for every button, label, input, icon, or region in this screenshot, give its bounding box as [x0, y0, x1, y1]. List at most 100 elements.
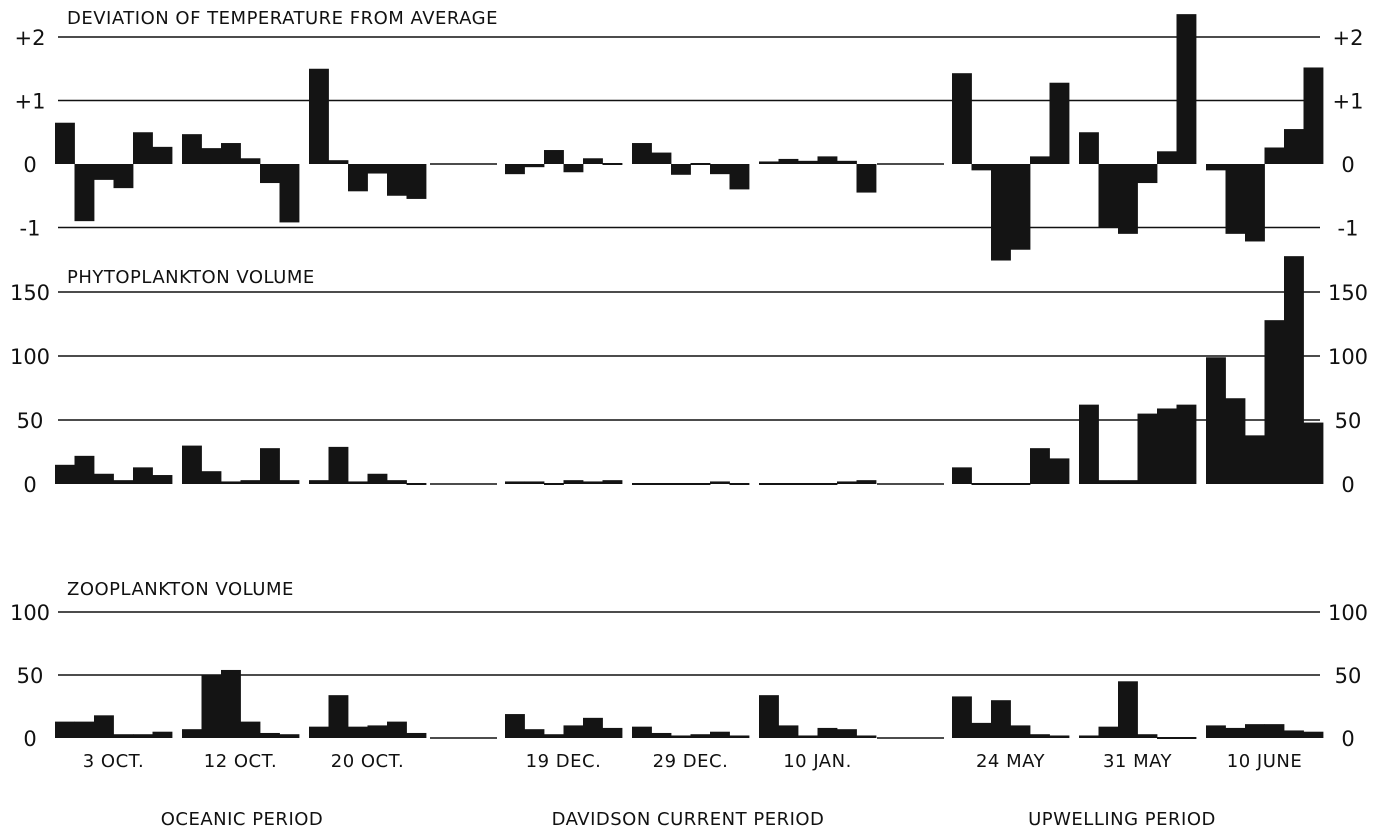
bar — [710, 731, 730, 738]
bar — [651, 483, 672, 485]
bar — [991, 164, 1011, 261]
y-tick-label-left: -1 — [20, 217, 41, 241]
bar — [387, 480, 407, 484]
y-tick-label-left: 150 — [10, 281, 50, 305]
bar — [94, 715, 114, 738]
bar — [1010, 164, 1031, 250]
bar — [1079, 735, 1099, 738]
bar — [1010, 483, 1031, 485]
bar — [1049, 82, 1070, 164]
bar — [1245, 724, 1265, 738]
bar — [309, 480, 329, 484]
bar — [279, 734, 300, 738]
bar — [113, 164, 134, 189]
bar — [113, 480, 134, 484]
bar — [94, 164, 114, 180]
bar — [778, 483, 799, 485]
bar — [583, 717, 603, 738]
bar — [602, 727, 623, 738]
x-date-label: 12 OCT. — [204, 751, 277, 772]
bar — [524, 729, 545, 738]
bar — [152, 731, 173, 738]
bar — [221, 669, 241, 738]
period-label-davidson: DAVIDSON CURRENT PERIOD — [552, 809, 825, 826]
grid-layer — [58, 36, 1320, 739]
bar — [729, 483, 750, 485]
tick-label-layer: +2 +2 +1 +1 0 0 -1 -1 150 150 100 100 50 50 0 0 100 100 50… — [10, 26, 1368, 772]
y-tick-label-left: 0 — [23, 473, 36, 497]
temperature-panel-title: DEVIATION OF TEMPERATURE FROM AVERAGE — [67, 8, 498, 29]
bar — [1264, 147, 1285, 164]
y-tick-label-left: 50 — [17, 409, 44, 433]
bar — [279, 480, 300, 484]
bar — [729, 735, 750, 738]
bar — [387, 721, 407, 738]
bar — [1245, 164, 1265, 242]
bar — [1225, 398, 1246, 484]
bar — [260, 448, 280, 484]
bar — [1303, 422, 1324, 484]
bar — [348, 481, 368, 484]
x-date-label: 20 OCT. — [331, 751, 404, 772]
bar — [563, 725, 584, 738]
bar — [505, 714, 525, 738]
y-tick-label-left: 100 — [10, 601, 50, 625]
bar — [279, 164, 300, 223]
bar — [1118, 480, 1138, 484]
bar — [817, 156, 838, 164]
bar — [971, 164, 992, 171]
bar — [1098, 726, 1119, 738]
bars-layer — [55, 14, 1324, 739]
bar — [671, 735, 691, 738]
bar — [348, 726, 368, 738]
bar — [1157, 151, 1177, 164]
y-tick-label-right: 100 — [1328, 601, 1368, 625]
y-tick-label-left: 0 — [23, 153, 36, 177]
bar — [1225, 727, 1246, 738]
bar — [544, 734, 564, 738]
bar — [309, 68, 329, 164]
bar — [710, 481, 730, 484]
x-date-label: 29 DEC. — [653, 751, 729, 772]
bar — [651, 152, 672, 164]
bar — [1030, 448, 1050, 484]
x-date-label: 10 JAN. — [783, 751, 852, 772]
bar — [671, 164, 691, 175]
bar — [201, 148, 222, 165]
x-date-label: 19 DEC. — [526, 751, 602, 772]
bar — [524, 164, 545, 168]
bar — [240, 721, 261, 738]
y-tick-label-right: 150 — [1328, 281, 1368, 305]
bar — [837, 729, 857, 738]
bar — [182, 134, 202, 164]
bar — [240, 480, 261, 484]
bar — [952, 73, 972, 164]
bar — [367, 164, 388, 174]
bar — [602, 480, 623, 484]
bar — [1137, 413, 1158, 484]
bar — [991, 700, 1011, 738]
bar — [798, 160, 818, 164]
y-tick-label-right: 0 — [1341, 153, 1354, 177]
x-date-label: 24 MAY — [976, 751, 1046, 772]
bar — [817, 727, 838, 738]
bar — [201, 471, 222, 484]
bar — [563, 480, 584, 484]
x-date-label: 3 OCT. — [83, 751, 145, 772]
bar — [856, 735, 877, 738]
bar — [817, 483, 838, 485]
bar — [690, 483, 711, 485]
bar — [1206, 725, 1226, 738]
bar — [1137, 164, 1158, 184]
bar — [309, 726, 329, 738]
bar — [583, 158, 603, 164]
bar — [1206, 164, 1226, 171]
bar — [1137, 734, 1158, 738]
bar — [74, 721, 95, 738]
bar — [240, 158, 261, 164]
bar — [221, 143, 241, 164]
bar — [55, 122, 75, 164]
bar — [952, 467, 972, 484]
bar — [1098, 480, 1119, 484]
bar — [55, 721, 75, 738]
